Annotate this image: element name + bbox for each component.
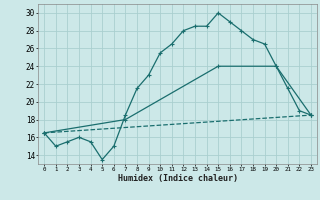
X-axis label: Humidex (Indice chaleur): Humidex (Indice chaleur) xyxy=(118,174,238,183)
